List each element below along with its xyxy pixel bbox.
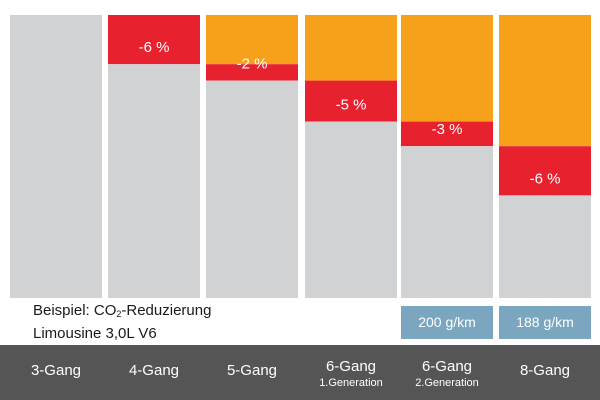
step-reduction-bar (499, 146, 591, 196)
category-label: 4-Gang (106, 362, 202, 380)
category-name: 8-Gang (519, 362, 571, 379)
step-reduction-label: -2 % (237, 56, 268, 73)
caption: Beispiel: CO2-Reduzierung Limousine 3,0L… (33, 301, 211, 343)
step-reduction-bar (206, 64, 298, 81)
previous-reduction-bar (305, 15, 397, 81)
chart: -6 % -2 % -5 % -3 % -6 % (10, 15, 591, 298)
remaining-emission-bar (10, 15, 102, 298)
category-subtitle: 1.Generation (319, 377, 383, 389)
emission-value-box: 200 g/km (401, 306, 493, 339)
step-reduction-label: -6 % (530, 170, 561, 187)
step-reduction-label: -6 % (139, 39, 170, 56)
category-label: 5-Gang (204, 362, 300, 380)
remaining-emission-bar (499, 195, 591, 298)
step-reduction-label: -5 % (336, 97, 367, 114)
step-reduction-bar (108, 15, 200, 65)
category-name: 4-Gang (128, 362, 180, 379)
previous-reduction-bar (206, 15, 298, 65)
caption-line-1: Beispiel: CO2-Reduzierung (33, 302, 212, 319)
step-reduction-bar (305, 80, 397, 122)
step-reduction-bar (401, 121, 493, 147)
remaining-emission-bar (401, 146, 493, 298)
previous-reduction-bar (499, 15, 591, 147)
step-reduction-label: -3 % (432, 121, 463, 138)
category-label: 6-Gang 2.Generation (399, 358, 495, 390)
caption-line-2: Limousine 3,0L V6 (33, 325, 157, 342)
emission-value-box: 188 g/km (499, 306, 591, 339)
category-name: 5-Gang (226, 362, 278, 379)
category-label: 3-Gang (8, 362, 104, 380)
category-name: 6-Gang (421, 358, 473, 375)
remaining-emission-bar (206, 80, 298, 298)
category-name: 3-Gang (30, 362, 82, 379)
category-label: 8-Gang (497, 362, 593, 380)
category-subtitle: 2.Generation (415, 377, 479, 389)
previous-reduction-bar (401, 15, 493, 122)
remaining-emission-bar (305, 121, 397, 298)
category-name: 6-Gang (325, 358, 377, 375)
remaining-emission-bar (108, 64, 200, 298)
category-axis: 3-Gang 4-Gang 5-Gang 6-Gang 1.Generation 6-Ga… (0, 345, 600, 400)
category-label: 6-Gang 1.Generation (303, 358, 399, 390)
